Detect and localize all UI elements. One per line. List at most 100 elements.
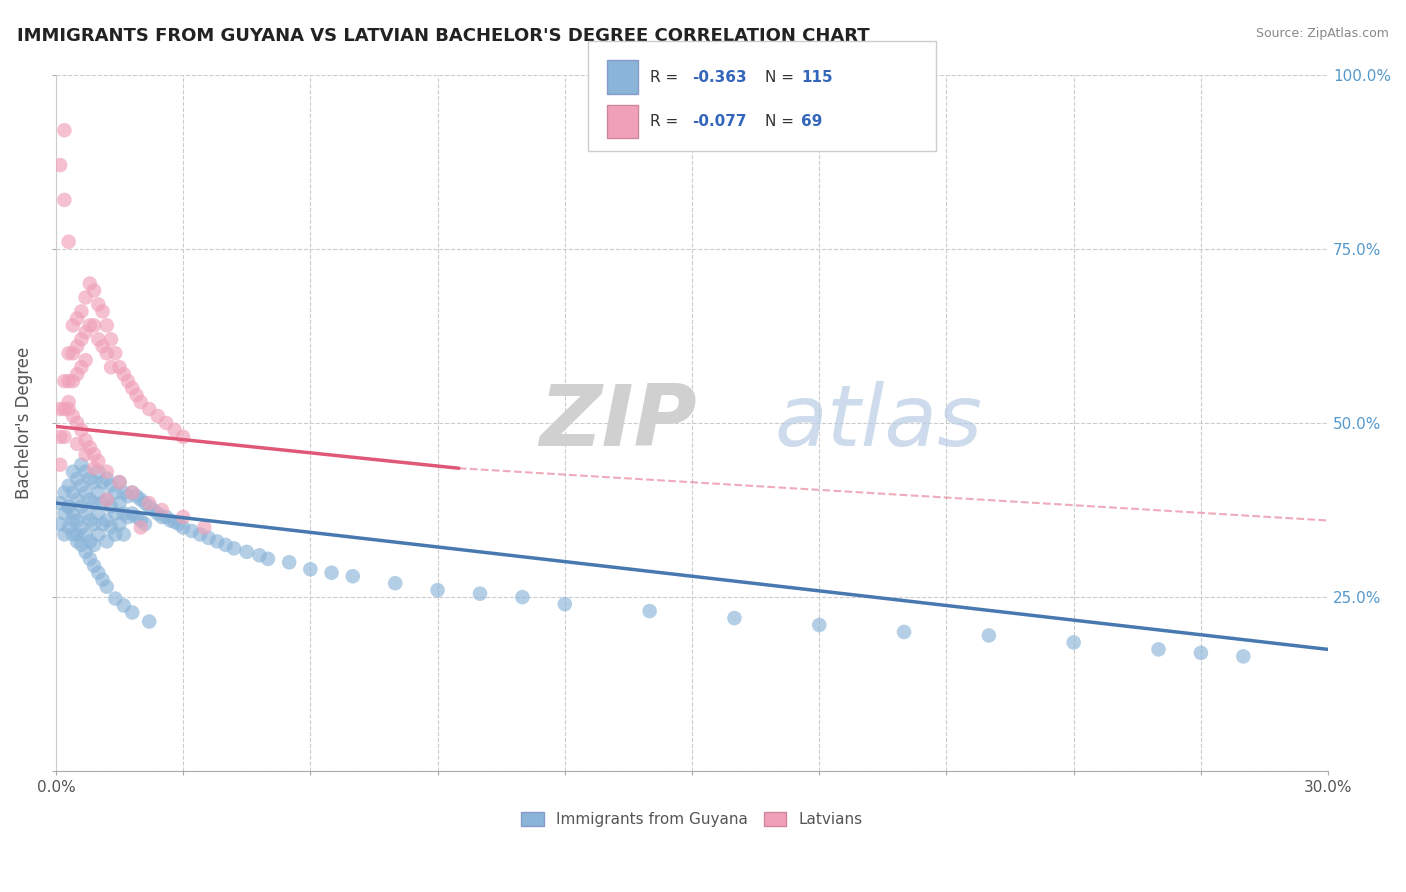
Point [66, 416, 89, 430]
Point [138, 500, 160, 514]
Point [66, 472, 89, 486]
Point [83, 447, 105, 461]
Point [112, 527, 135, 541]
Text: N =: N = [765, 70, 799, 85]
Point [108, 360, 131, 375]
Point [1189, 646, 1212, 660]
Point [638, 604, 661, 618]
Point [91, 496, 114, 510]
Point [83, 461, 105, 475]
Point [1232, 649, 1254, 664]
Point [70, 360, 93, 375]
Point [79, 472, 101, 486]
Point [53, 430, 76, 444]
Text: atlas: atlas [775, 382, 983, 465]
Point [58, 500, 80, 514]
Text: R =: R = [650, 70, 683, 85]
Point [100, 332, 122, 346]
Point [112, 367, 135, 381]
Point [121, 381, 143, 395]
Point [49, 458, 72, 472]
Point [112, 599, 135, 613]
Point [384, 576, 406, 591]
Point [155, 416, 177, 430]
Point [808, 618, 831, 632]
Point [193, 520, 215, 534]
Point [66, 437, 89, 451]
Point [129, 395, 152, 409]
Point [172, 430, 194, 444]
Point [58, 374, 80, 388]
Point [155, 510, 177, 524]
Point [112, 485, 135, 500]
Point [100, 520, 122, 534]
Point [468, 587, 491, 601]
Point [87, 332, 110, 346]
Text: IMMIGRANTS FROM GUYANA VS LATVIAN BACHELOR'S DEGREE CORRELATION CHART: IMMIGRANTS FROM GUYANA VS LATVIAN BACHEL… [17, 27, 869, 45]
Point [49, 402, 72, 417]
Point [91, 573, 114, 587]
Point [91, 475, 114, 490]
Point [299, 562, 322, 576]
Point [96, 318, 118, 333]
Point [100, 360, 122, 375]
Point [58, 402, 80, 417]
Point [129, 514, 152, 528]
Point [70, 500, 93, 514]
Point [79, 551, 101, 566]
Point [180, 524, 202, 538]
Point [87, 527, 110, 541]
Point [70, 458, 93, 472]
Point [91, 339, 114, 353]
Point [96, 580, 118, 594]
Point [205, 534, 228, 549]
Point [87, 297, 110, 311]
Point [53, 374, 76, 388]
Point [53, 507, 76, 521]
Point [70, 423, 93, 437]
Point [214, 538, 236, 552]
Point [49, 158, 72, 172]
Text: N =: N = [765, 114, 799, 129]
Point [75, 326, 97, 340]
Point [163, 423, 186, 437]
Point [108, 475, 131, 490]
Point [66, 514, 89, 528]
Point [121, 485, 143, 500]
Point [83, 284, 105, 298]
Point [62, 318, 84, 333]
Point [83, 496, 105, 510]
Point [75, 545, 97, 559]
Point [83, 558, 105, 573]
Point [75, 527, 97, 541]
Point [75, 465, 97, 479]
Point [142, 503, 165, 517]
Point [100, 478, 122, 492]
Point [150, 503, 173, 517]
Point [554, 597, 576, 611]
Point [79, 534, 101, 549]
Point [58, 478, 80, 492]
Point [108, 475, 131, 490]
Point [163, 515, 186, 529]
Point [62, 527, 84, 541]
Point [96, 492, 118, 507]
Point [96, 472, 118, 486]
Point [53, 527, 76, 541]
Point [125, 388, 148, 402]
Point [83, 538, 105, 552]
Point [121, 606, 143, 620]
Point [58, 346, 80, 360]
Point [70, 332, 93, 346]
Point [235, 545, 257, 559]
Point [87, 507, 110, 521]
Point [96, 534, 118, 549]
Point [134, 516, 156, 531]
Point [96, 346, 118, 360]
Point [70, 520, 93, 534]
Point [121, 507, 143, 521]
Point [62, 485, 84, 500]
Point [96, 465, 118, 479]
Point [121, 485, 143, 500]
Point [75, 291, 97, 305]
